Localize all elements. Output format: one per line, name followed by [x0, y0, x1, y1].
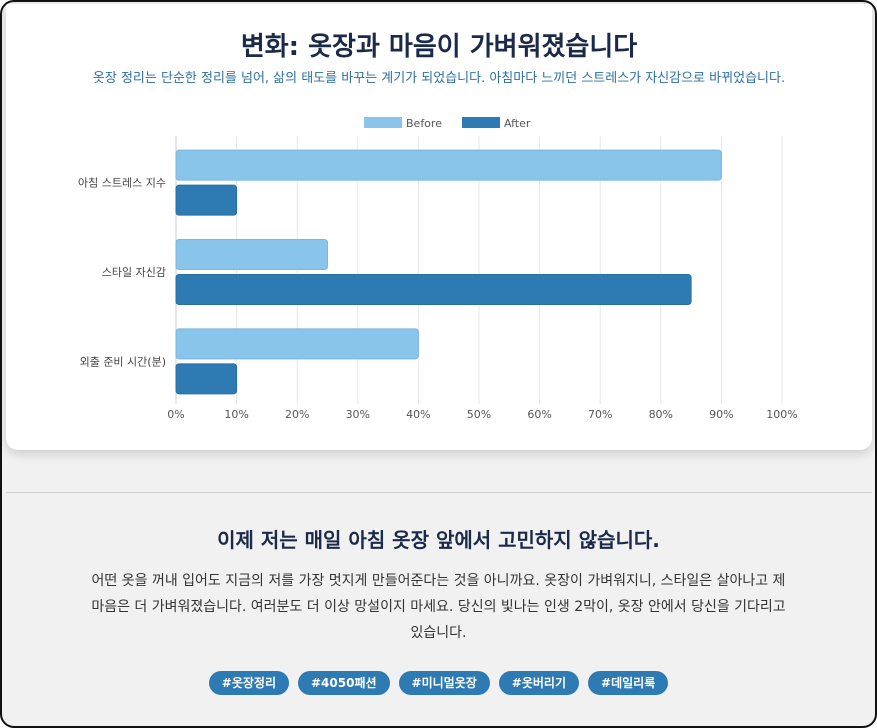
- chart-card: 변화: 옷장과 마음이 가벼워졌습니다 옷장 정리는 단순한 정리를 넘어, 삶…: [6, 4, 872, 450]
- x-tick-label: 10%: [224, 408, 248, 421]
- page-subtitle: 옷장 정리는 단순한 정리를 넘어, 삶의 태도를 바꾸는 계기가 되었습니다.…: [92, 71, 786, 86]
- x-tick-label: 80%: [649, 408, 673, 421]
- hashtag-badge[interactable]: #옷장정리: [208, 671, 289, 695]
- closing-body: 어떤 옷을 꺼내 입어도 지금의 저를 가장 멋지게 만들어준다는 것을 아니까…: [91, 573, 786, 641]
- hashtag-badge[interactable]: #옷버리기: [498, 671, 580, 695]
- legend-label: After: [504, 117, 531, 130]
- x-tick-label: 40%: [406, 408, 430, 421]
- bar: [175, 363, 238, 395]
- bar: [175, 184, 238, 216]
- bar-chart: 0% 10% 20% 30% 40% 50% 60% 70% 80% 90% 100% Before A…: [78, 117, 798, 421]
- y-category-label: 아침 스트레스 지수: [78, 177, 166, 190]
- hashtag-badge[interactable]: #미니멀옷장: [398, 671, 490, 695]
- hashtag-badge[interactable]: #데일리룩: [588, 671, 669, 695]
- y-category-label: 스타일 자신감: [102, 265, 166, 279]
- section-divider: [6, 492, 872, 493]
- y-category-label: 외출 준비 시간(분): [80, 355, 166, 368]
- x-tick-label: 20%: [285, 408, 309, 421]
- legend-label: Before: [406, 117, 442, 130]
- x-tick-label: 0%: [167, 408, 184, 421]
- x-tick-label: 60%: [527, 408, 551, 421]
- x-tick-label: 30%: [346, 408, 370, 421]
- closing-title: 이제 저는 매일 아침 옷장 앞에서 고민하지 않습니다.: [217, 528, 660, 552]
- x-tick-label: 70%: [588, 408, 612, 421]
- bar: [175, 274, 692, 305]
- bar: [175, 149, 722, 181]
- hashtag-list: #옷장정리 #4050패션 #미니멀옷장 #옷버리기 #데일리룩: [2, 671, 875, 695]
- legend-swatch: [364, 117, 402, 128]
- x-tick-label: 90%: [709, 408, 733, 421]
- hashtag-badge[interactable]: #4050패션: [297, 671, 390, 695]
- x-tick-label: 100%: [766, 408, 797, 421]
- page-title: 변화: 옷장과 마음이 가벼워졌습니다: [240, 32, 638, 62]
- x-tick-label: 50%: [467, 408, 491, 421]
- bar: [175, 239, 328, 270]
- bar: [175, 328, 419, 360]
- legend-swatch: [462, 117, 500, 128]
